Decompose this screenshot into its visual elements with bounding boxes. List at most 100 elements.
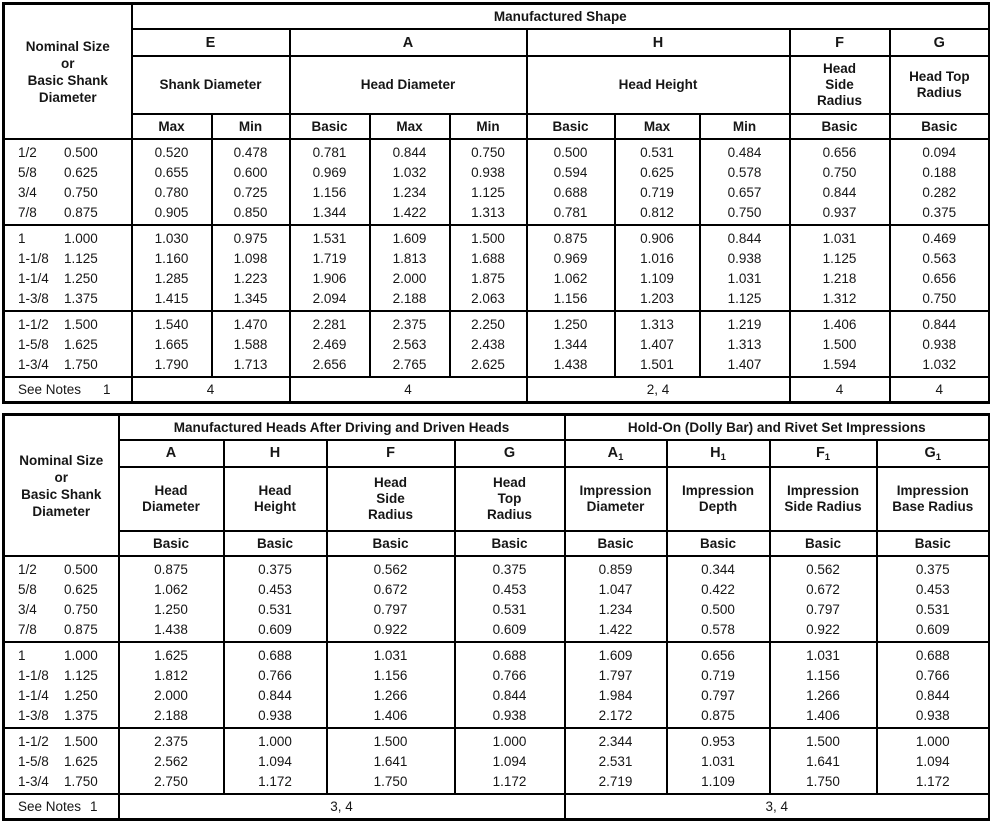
subheader-basic: Basic [453,530,566,557]
subheader-min: Min [448,113,528,140]
head-height-header: Head Height [525,55,791,115]
size-fraction: 1-3/4 [18,773,49,789]
value-cell: 0.672 [325,579,456,599]
value-cell: 1.031 [665,751,771,771]
value-cell: 1.984 [563,685,668,705]
nominal-size-cell: 5/8 0.625 [2,579,120,599]
size-fraction: 1-1/8 [18,667,49,683]
value-cell: 1.109 [613,268,701,288]
value-cell: 1.016 [613,248,701,268]
value-cell: 1.344 [288,202,371,225]
table-row: 1-1/2 1.500 2.375 1.000 1.500 1.000 2.344 0.953… [2,728,990,751]
size-decimal: 1.625 [64,753,98,769]
head-top-radius-header: Head Top Radius [453,466,566,532]
value-cell: 2.250 [448,311,528,334]
value-cell: 1.406 [768,705,878,728]
nominal-size-cell: 1-3/4 1.750 [2,771,120,794]
value-cell: 2.531 [563,751,668,771]
value-cell: 1.719 [288,248,371,268]
value-cell: 1.812 [117,665,225,685]
value-cell: 1.031 [788,225,891,248]
size-fraction: 1-3/8 [18,707,49,723]
column-letter-a: A [288,28,528,57]
size-decimal: 0.875 [64,621,98,637]
value-cell: 2.438 [448,334,528,354]
value-cell: 1.906 [288,268,371,288]
size-decimal: 1.500 [64,733,98,749]
size-decimal: 1.625 [64,336,98,352]
value-cell: 1.500 [325,728,456,751]
manufactured-shape-table: Nominal Size or Basic Shank Diameter Man… [2,2,990,404]
subheader-basic: Basic [222,530,328,557]
value-cell: 1.000 [453,728,566,751]
size-fraction: 3/4 [18,601,37,617]
see-notes-number: 1 [102,382,111,397]
value-cell: 1.641 [768,751,878,771]
size-fraction: 1-1/8 [18,250,49,266]
value-cell: 1.313 [613,311,701,334]
head-diameter-header: Head Diameter [288,55,528,115]
value-cell: 1.160 [130,248,213,268]
value-cell: 0.766 [222,665,328,685]
value-cell: 1.609 [563,642,668,665]
column-letter-g: G [888,28,990,57]
nominal-size-cell: 7/8 0.875 [2,619,120,642]
subheader-basic: Basic [117,530,225,557]
value-cell: 1.032 [368,162,451,182]
column-letter-g1: G1 [875,439,990,468]
note-value: 2, 4 [525,376,791,404]
value-cell: 0.578 [665,619,771,642]
nominal-size-cell: 1-1/8 1.125 [2,248,133,268]
value-cell: 1.750 [768,771,878,794]
value-cell: 0.938 [222,705,328,728]
subheader-max: Max [368,113,451,140]
size-decimal: 0.750 [64,601,98,617]
size-fraction: 1 [18,230,26,246]
value-cell: 1.625 [117,642,225,665]
table-row: 7/8 0.875 0.905 0.850 1.344 1.422 1.313 0.781 0.… [2,202,990,225]
value-cell: 0.844 [368,139,451,162]
subheader-basic: Basic [875,530,990,557]
value-cell: 1.345 [210,288,291,311]
impression-side-radius-header: Impression Side Radius [768,466,878,532]
value-cell: 1.415 [130,288,213,311]
column-letter-h: H [525,28,791,57]
subheader-max: Max [613,113,701,140]
note-value: 4 [130,376,291,404]
value-cell: 0.725 [210,182,291,202]
value-cell: 1.266 [325,685,456,705]
value-cell: 1.250 [525,311,616,334]
value-cell: 1.540 [130,311,213,334]
value-cell: 0.844 [453,685,566,705]
value-cell: 1.594 [788,354,891,377]
nominal-size-cell: 1-3/8 1.375 [2,288,133,311]
note-value: 3, 4 [563,793,990,821]
size-decimal: 1.250 [64,270,98,286]
value-cell: 0.922 [325,619,456,642]
see-notes-label: See Notes [18,799,82,814]
value-cell: 0.484 [698,139,791,162]
column-letter-a1: A1 [563,439,668,468]
value-cell: 1.030 [130,225,213,248]
value-cell: 0.750 [888,288,990,311]
value-cell: 1.203 [613,288,701,311]
value-cell: 0.875 [525,225,616,248]
value-cell: 0.562 [325,556,456,579]
value-cell: 0.766 [453,665,566,685]
value-cell: 0.688 [875,642,990,665]
value-cell: 1.172 [222,771,328,794]
nominal-size-cell: 7/8 0.875 [2,202,133,225]
value-cell: 1.438 [117,619,225,642]
value-cell: 2.188 [368,288,451,311]
value-cell: 0.719 [665,665,771,685]
value-cell: 1.665 [130,334,213,354]
table-row: 1 1.000 1.625 0.688 1.031 0.688 1.609 0.656 1.03… [2,642,990,665]
value-cell: 0.500 [525,139,616,162]
value-cell: 1.031 [768,642,878,665]
value-cell: 1.032 [888,354,990,377]
column-letter-g: G [453,439,566,468]
value-cell: 0.844 [875,685,990,705]
size-decimal: 1.000 [64,230,98,246]
value-cell: 0.844 [222,685,328,705]
value-cell: 1.098 [210,248,291,268]
